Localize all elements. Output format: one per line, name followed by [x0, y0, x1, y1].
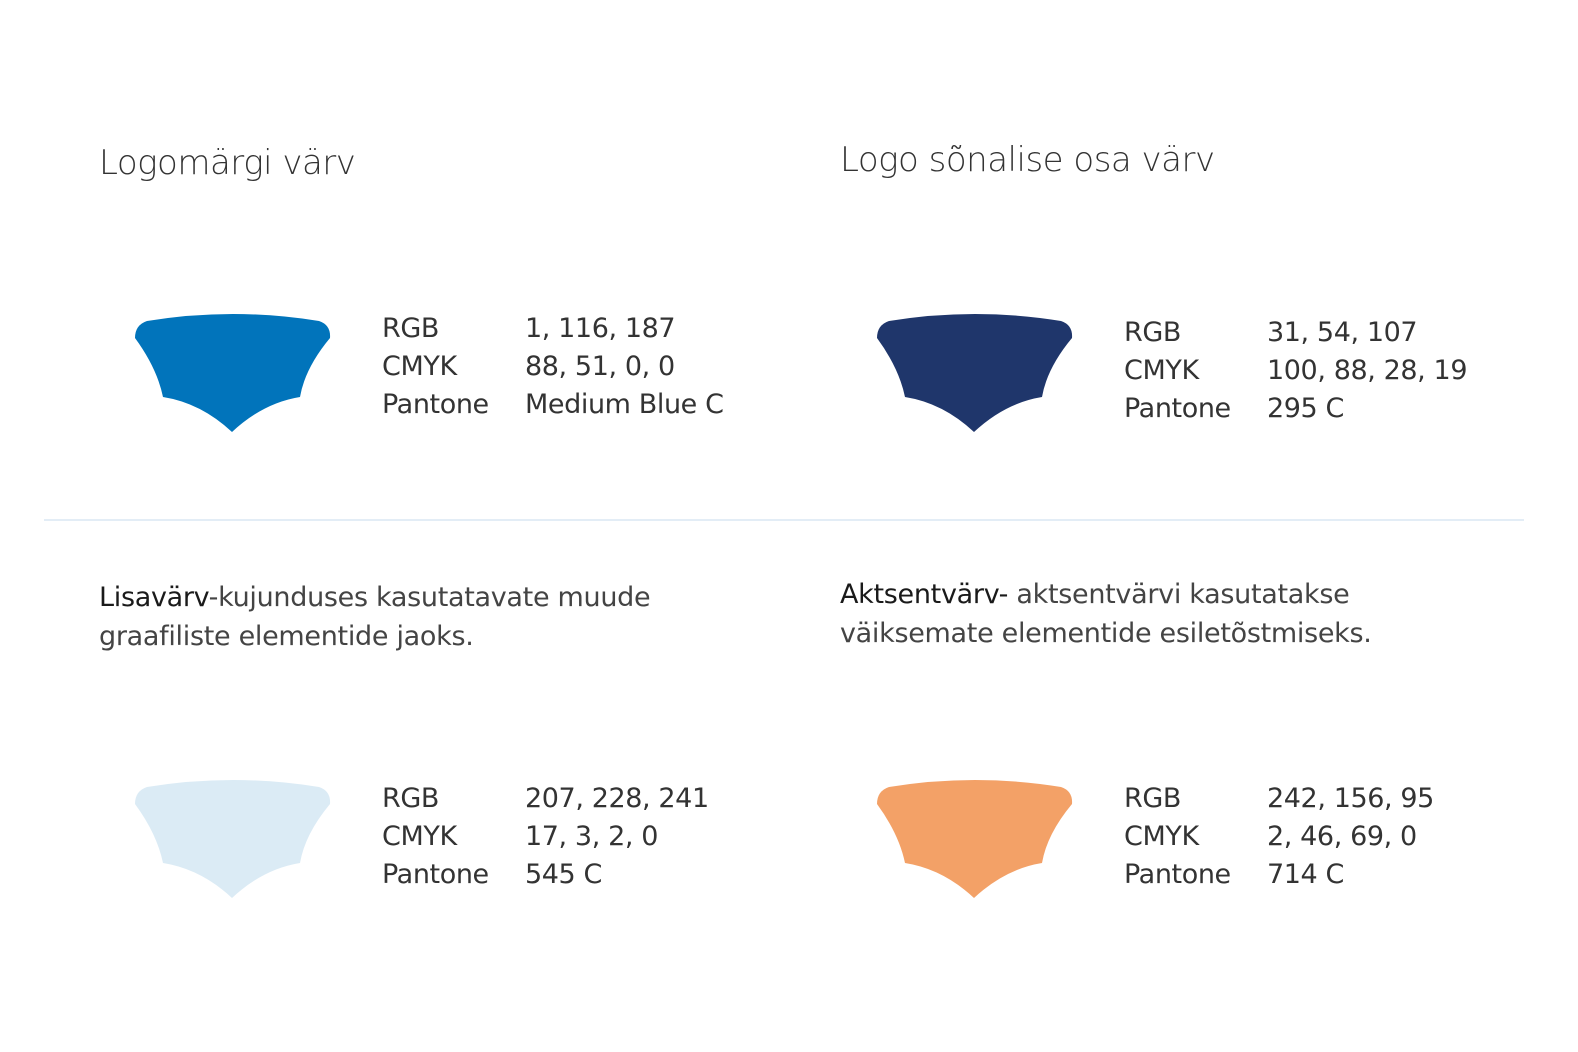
spec-value: 207, 228, 241	[525, 783, 709, 814]
spec-row: Pantone 295 C	[1124, 390, 1467, 428]
spec-value: 295 C	[1267, 393, 1344, 424]
spec-row: Pantone 714 C	[1124, 856, 1434, 894]
spec-label: RGB	[382, 783, 440, 814]
spec-row: Pantone 545 C	[382, 856, 709, 894]
spec-row: RGB 31, 54, 107	[1124, 314, 1467, 352]
spec-value: 714 C	[1267, 859, 1344, 890]
panel-text-accent: aktsentvärvi kasutatakse väiksemate elem…	[840, 579, 1372, 649]
spec-label: Pantone	[382, 389, 489, 420]
panel-heading-logomark: Logomärgi värv	[99, 143, 356, 183]
spec-label: CMYK	[382, 351, 457, 382]
panel-heading-wordmark: Logo sõnalise osa värv	[840, 140, 1215, 180]
spec-row: CMYK 2, 46, 69, 0	[1124, 818, 1434, 856]
spec-value: 100, 88, 28, 19	[1267, 355, 1468, 386]
spec-value: 1, 116, 187	[525, 313, 676, 344]
panel-title-secondary: Lisavärv	[99, 582, 209, 613]
panel-description-secondary: Lisavärv-kujunduses kasutatavate muude g…	[99, 578, 659, 656]
color-swatch-accent	[877, 780, 1073, 898]
color-specs-logomark: RGB 1, 116, 187 CMYK 88, 51, 0, 0 Panton…	[382, 310, 724, 424]
color-specs-secondary: RGB 207, 228, 241 CMYK 17, 3, 2, 0 Panto…	[382, 780, 709, 894]
color-swatch-logomark	[135, 314, 331, 432]
spec-label: RGB	[1124, 783, 1182, 814]
spec-label: RGB	[382, 313, 440, 344]
spec-label: CMYK	[1124, 355, 1199, 386]
spec-value: 88, 51, 0, 0	[525, 351, 675, 382]
color-swatch-wordmark	[877, 314, 1073, 432]
spec-label: RGB	[1124, 317, 1182, 348]
spec-label: CMYK	[382, 821, 457, 852]
spec-label: Pantone	[382, 859, 489, 890]
color-specs-wordmark: RGB 31, 54, 107 CMYK 100, 88, 28, 19 Pan…	[1124, 314, 1468, 428]
section-divider	[44, 519, 1524, 521]
spec-value: 545 C	[525, 859, 602, 890]
spec-value: 17, 3, 2, 0	[525, 821, 658, 852]
spec-row: RGB 207, 228, 241	[382, 780, 709, 818]
spec-row: Pantone Medium Blue C	[382, 386, 724, 424]
spec-row: CMYK 100, 88, 28, 19	[1124, 352, 1468, 390]
spec-value: Medium Blue C	[525, 389, 724, 420]
spec-value: 242, 156, 95	[1267, 783, 1434, 814]
panel-title-accent: Aktsentvärv-	[840, 579, 1009, 610]
panel-description-accent: Aktsentvärv- aktsentvärvi kasutatakse vä…	[840, 575, 1400, 653]
spec-label: Pantone	[1124, 859, 1231, 890]
spec-row: CMYK 88, 51, 0, 0	[382, 348, 724, 386]
spec-label: Pantone	[1124, 393, 1231, 424]
spec-row: CMYK 17, 3, 2, 0	[382, 818, 709, 856]
spec-value: 2, 46, 69, 0	[1267, 821, 1417, 852]
spec-value: 31, 54, 107	[1267, 317, 1418, 348]
color-swatch-secondary	[135, 780, 331, 898]
color-specs-accent: RGB 242, 156, 95 CMYK 2, 46, 69, 0 Panto…	[1124, 780, 1434, 894]
spec-row: RGB 242, 156, 95	[1124, 780, 1434, 818]
spec-label: CMYK	[1124, 821, 1199, 852]
panel-text-secondary: -kujunduses kasutatavate muude graafilis…	[99, 582, 651, 652]
spec-row: RGB 1, 116, 187	[382, 310, 724, 348]
